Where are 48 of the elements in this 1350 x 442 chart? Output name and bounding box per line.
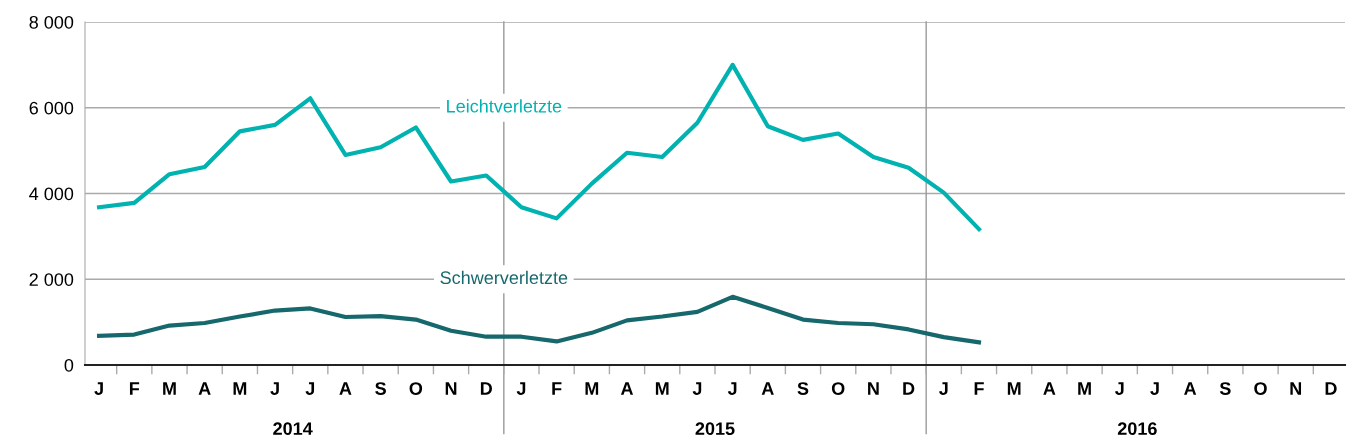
x-tick-label: F xyxy=(129,382,140,395)
x-tick-label: F xyxy=(974,382,984,395)
x-tick-label: S xyxy=(375,382,386,395)
x-tick-label: J xyxy=(727,382,737,395)
x-tick-label: A xyxy=(620,382,634,395)
y-tick-label: 4 000 xyxy=(29,187,74,201)
x-tick-label: J xyxy=(270,382,279,395)
text: Schwerverletzte xyxy=(440,270,568,285)
x-tick-label: J xyxy=(305,382,315,395)
x-tick-label: S xyxy=(797,382,809,395)
y-tick-label: 0 xyxy=(64,358,74,372)
x-tick-label: M xyxy=(1078,382,1091,395)
series-label: Leichtverletzte xyxy=(447,99,562,113)
x-tick-label: A xyxy=(1043,382,1056,395)
x-tick-label: A xyxy=(761,382,774,395)
x-tick-label: J xyxy=(939,382,948,395)
x-tick-label: J xyxy=(692,382,702,395)
x-tick-label: F xyxy=(552,382,562,395)
x-tick-label: M xyxy=(233,382,247,395)
line-series xyxy=(96,294,982,345)
x-tick-label: N xyxy=(1290,382,1302,395)
x-tick-label: D xyxy=(1325,382,1337,395)
x-tick-label: D xyxy=(903,382,915,395)
x-tick-label: O xyxy=(831,382,845,395)
x-tick-label: A xyxy=(198,382,211,395)
x-tick-label: M xyxy=(1007,382,1021,395)
text: 2016 xyxy=(1117,422,1157,436)
x-tick-label: M xyxy=(163,382,176,395)
x-tick-label: J xyxy=(1150,382,1159,395)
x-tick-label: J xyxy=(516,382,526,395)
x-tick-label: A xyxy=(339,382,352,395)
text: 2014 xyxy=(273,422,313,436)
x-tick-label: J xyxy=(1115,382,1124,395)
y-tick-label: 6 000 xyxy=(29,101,74,115)
x-tick-label: S xyxy=(1219,382,1231,395)
y-tick-label: 2 000 xyxy=(29,273,74,286)
text: 2015 xyxy=(695,422,735,436)
x-tick-label: A xyxy=(1184,382,1197,395)
line-series xyxy=(96,62,982,232)
x-tick-label: J xyxy=(94,382,103,395)
x-tick-label: N xyxy=(868,382,879,395)
x-tick-label: M xyxy=(655,382,669,395)
x-tick-label: D xyxy=(480,382,492,395)
x-tick-label: O xyxy=(409,382,423,395)
x-tick-label: N xyxy=(445,382,457,395)
x-tick-label: O xyxy=(1254,382,1267,395)
x-tick-label: M xyxy=(585,382,599,395)
y-tick-label: 8 000 xyxy=(29,15,74,29)
